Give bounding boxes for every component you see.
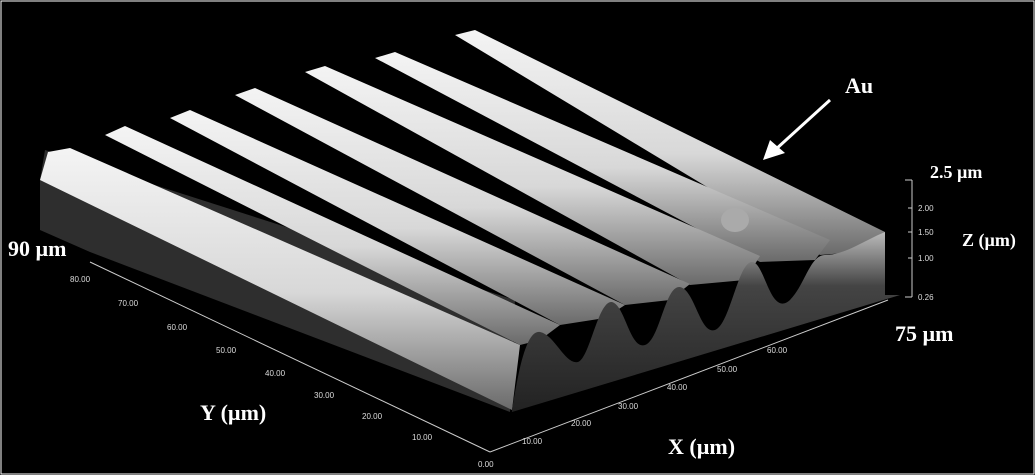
y-tick-label: 20.00 [362, 412, 383, 421]
y-max-label: 90 µm [8, 236, 67, 261]
z-axis-title: Z (µm) [962, 230, 1016, 251]
afm-figure: 0.00 10.00 20.00 30.00 40.00 50.00 60.00… [0, 0, 1035, 475]
origin-label: 0.00 [478, 460, 494, 469]
x-tick-label: 50.00 [717, 365, 738, 374]
y-tick-label: 30.00 [314, 391, 335, 400]
au-bump [721, 208, 749, 232]
x-tick-label: 30.00 [618, 402, 639, 411]
z-tick-label: 0.26 [918, 293, 934, 302]
au-label: Au [845, 73, 873, 98]
z-tick-label: 1.00 [918, 254, 934, 263]
x-tick-label: 10.00 [522, 437, 543, 446]
z-max-label: 2.5 µm [930, 162, 982, 182]
x-tick-label: 20.00 [571, 419, 592, 428]
x-tick-label: 40.00 [667, 383, 688, 392]
y-tick-label: 10.00 [412, 433, 433, 442]
y-tick-label: 50.00 [216, 346, 237, 355]
y-axis-title: Y (µm) [200, 400, 266, 425]
y-tick-label: 60.00 [167, 323, 188, 332]
z-tick-label: 2.00 [918, 204, 934, 213]
y-tick-label: 70.00 [118, 299, 139, 308]
y-tick-label: 40.00 [265, 369, 286, 378]
y-tick-label: 80.00 [70, 275, 91, 284]
z-tick-label: 1.50 [918, 228, 934, 237]
x-max-label: 75 µm [895, 321, 954, 346]
x-axis-title: X (µm) [668, 434, 735, 459]
x-tick-label: 60.00 [767, 346, 788, 355]
